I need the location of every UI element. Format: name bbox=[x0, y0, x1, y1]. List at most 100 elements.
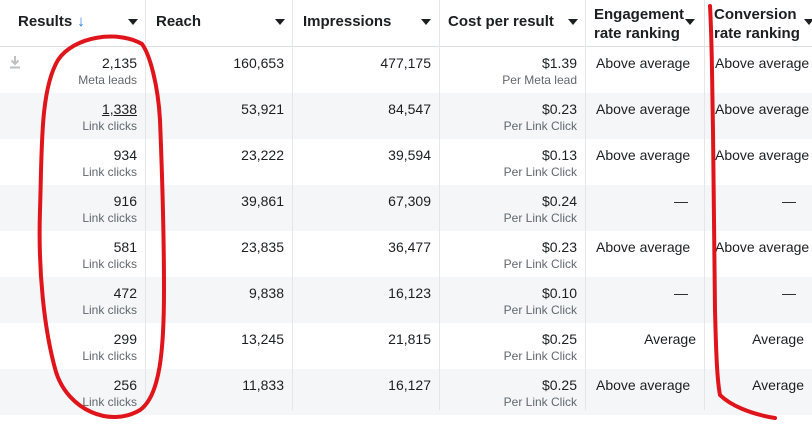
cell-conversion: Above average bbox=[705, 47, 812, 93]
engagement-ranking: Average bbox=[644, 331, 696, 347]
cell-reach: 160,653 bbox=[146, 47, 292, 93]
chevron-down-icon[interactable] bbox=[804, 19, 812, 25]
conversion-ranking: — bbox=[782, 193, 796, 209]
col-header-engagement-ranking[interactable]: Engagement rate ranking bbox=[586, 0, 704, 46]
cell-reach: 11,833 bbox=[146, 369, 292, 415]
engagement-ranking: — bbox=[674, 285, 688, 301]
col-header-impressions-label: Impressions bbox=[303, 13, 392, 30]
cell-impressions: 84,547 bbox=[293, 93, 439, 139]
cost-subtext: Per Link Click bbox=[503, 211, 577, 225]
cost-value: $0.13 bbox=[541, 147, 577, 163]
table-row[interactable]: 472 Link clicks 9,838 16,123 $0.10 Per Link C… bbox=[0, 277, 812, 323]
table-header: Results ↓ Reach Impressions Cost per resu… bbox=[0, 0, 812, 47]
cost-subtext: Per Link Click bbox=[503, 303, 577, 317]
reach-value: 160,653 bbox=[233, 55, 284, 71]
cost-subtext: Per Meta lead bbox=[502, 73, 577, 87]
download-icon[interactable] bbox=[9, 55, 21, 69]
cost-value: $0.24 bbox=[541, 193, 577, 209]
col-header-cost-per-result[interactable]: Cost per result bbox=[440, 0, 586, 46]
cost-subtext: Per Link Click bbox=[503, 119, 577, 133]
impressions-value: 477,175 bbox=[380, 55, 431, 71]
conversion-ranking: Average bbox=[752, 377, 804, 393]
chevron-down-icon[interactable] bbox=[685, 19, 695, 25]
col-header-results[interactable]: Results ↓ bbox=[0, 0, 145, 46]
cell-impressions: 16,123 bbox=[293, 277, 439, 323]
cost-subtext: Per Link Click bbox=[503, 395, 577, 409]
col-header-cost-label: Cost per result bbox=[448, 13, 554, 30]
cell-engagement: Above average bbox=[586, 231, 704, 277]
cost-subtext: Per Link Click bbox=[503, 257, 577, 271]
cell-impressions: 36,477 bbox=[293, 231, 439, 277]
results-value: 934 bbox=[113, 147, 137, 163]
table-row[interactable]: 299 Link clicks 13,245 21,815 $0.25 Per Link … bbox=[0, 323, 812, 369]
engagement-ranking: Above average bbox=[596, 147, 691, 163]
results-subtext: Link clicks bbox=[82, 395, 137, 409]
cost-subtext: Per Link Click bbox=[503, 165, 577, 179]
cell-engagement: Above average bbox=[586, 93, 704, 139]
cell-results: 1,338 Link clicks bbox=[0, 93, 145, 139]
cell-reach: 53,921 bbox=[146, 93, 292, 139]
cell-conversion: Above average bbox=[705, 93, 812, 139]
col-header-conversion-ranking[interactable]: Conversion rate ranking bbox=[705, 0, 812, 46]
results-value: 256 bbox=[113, 377, 137, 393]
reach-value: 39,861 bbox=[241, 193, 284, 209]
cost-subtext: Per Link Click bbox=[503, 349, 577, 363]
col-header-conversion-line2: rate ranking bbox=[714, 25, 800, 42]
col-header-engagement-line1: Engagement bbox=[594, 6, 685, 23]
cell-conversion: Above average bbox=[705, 139, 812, 185]
conversion-ranking: Above average bbox=[715, 101, 810, 117]
chevron-down-icon[interactable] bbox=[128, 19, 138, 25]
col-header-reach[interactable]: Reach bbox=[146, 0, 292, 46]
cell-cost: $0.24 Per Link Click bbox=[440, 185, 585, 231]
table-row[interactable]: 916 Link clicks 39,861 67,309 $0.24 Per Link … bbox=[0, 185, 812, 231]
table-row[interactable]: 256 Link clicks 11,833 16,127 $0.25 Per Link … bbox=[0, 369, 812, 415]
conversion-ranking: Above average bbox=[715, 147, 810, 163]
column-divider bbox=[585, 0, 586, 410]
results-value[interactable]: 1,338 bbox=[101, 101, 137, 117]
col-header-engagement-line2: rate ranking bbox=[594, 25, 680, 42]
arrow-down-icon[interactable]: ↓ bbox=[77, 13, 85, 30]
col-header-impressions[interactable]: Impressions bbox=[293, 0, 439, 46]
cell-results: 2,135 Meta leads bbox=[0, 47, 145, 93]
chevron-down-icon[interactable] bbox=[421, 19, 431, 25]
engagement-ranking: — bbox=[674, 193, 688, 209]
impressions-value: 21,815 bbox=[388, 331, 431, 347]
cell-conversion: Average bbox=[705, 323, 812, 369]
results-subtext: Link clicks bbox=[82, 349, 137, 363]
column-divider bbox=[145, 0, 146, 410]
reach-value: 53,921 bbox=[241, 101, 284, 117]
cell-engagement: Above average bbox=[586, 47, 704, 93]
table-row[interactable]: 934 Link clicks 23,222 39,594 $0.13 Per Link … bbox=[0, 139, 812, 185]
reach-value: 9,838 bbox=[248, 285, 284, 301]
engagement-ranking: Above average bbox=[596, 55, 691, 71]
cost-value: $0.23 bbox=[541, 101, 577, 117]
table-row[interactable]: 1,338 Link clicks 53,921 84,547 $0.23 Per Lin… bbox=[0, 93, 812, 139]
cell-engagement: Average bbox=[586, 323, 704, 369]
column-divider bbox=[439, 0, 440, 410]
cell-reach: 9,838 bbox=[146, 277, 292, 323]
cell-cost: $0.23 Per Link Click bbox=[440, 93, 585, 139]
cell-conversion: Above average bbox=[705, 231, 812, 277]
cell-results: 299 Link clicks bbox=[0, 323, 145, 369]
reach-value: 23,222 bbox=[241, 147, 284, 163]
results-subtext: Link clicks bbox=[82, 119, 137, 133]
cell-results: 472 Link clicks bbox=[0, 277, 145, 323]
cell-engagement: — bbox=[586, 185, 704, 231]
column-divider bbox=[704, 0, 705, 410]
cell-conversion: — bbox=[705, 185, 812, 231]
chevron-down-icon[interactable] bbox=[275, 19, 285, 25]
table-row[interactable]: 2,135 Meta leads 160,653 477,175 $1.39 Per Me… bbox=[0, 47, 812, 93]
table-row[interactable]: 581 Link clicks 23,835 36,477 $0.23 Per Link … bbox=[0, 231, 812, 277]
cell-conversion: — bbox=[705, 277, 812, 323]
results-subtext: Link clicks bbox=[82, 303, 137, 317]
cell-reach: 39,861 bbox=[146, 185, 292, 231]
results-value: 299 bbox=[113, 331, 137, 347]
results-subtext: Link clicks bbox=[82, 257, 137, 271]
cost-value: $0.23 bbox=[541, 239, 577, 255]
impressions-value: 84,547 bbox=[388, 101, 431, 117]
engagement-ranking: Above average bbox=[596, 239, 691, 255]
chevron-down-icon[interactable] bbox=[568, 19, 578, 25]
cell-results: 581 Link clicks bbox=[0, 231, 145, 277]
col-header-reach-label: Reach bbox=[156, 13, 202, 30]
column-divider bbox=[292, 0, 293, 410]
